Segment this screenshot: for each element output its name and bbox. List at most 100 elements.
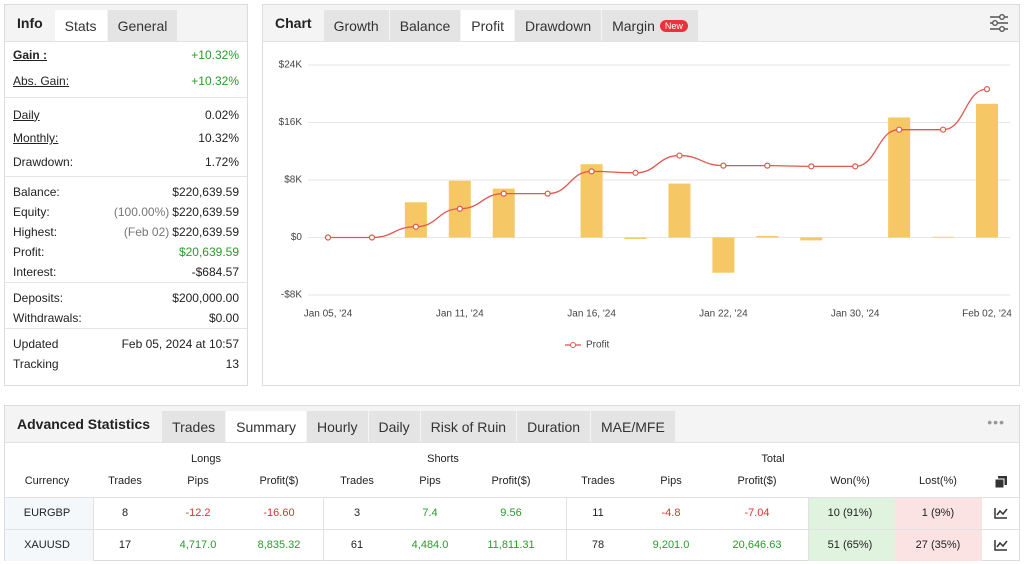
- tab[interactable]: Stats: [54, 10, 107, 41]
- bar: [404, 202, 427, 238]
- stat-value-wrap: 0.02%: [205, 108, 239, 122]
- column-header: Pips: [187, 475, 209, 487]
- tab[interactable]: Duration: [517, 411, 591, 442]
- stat-value: 0.02%: [204, 107, 239, 122]
- x-tick-label: Feb 02, '24: [962, 309, 1012, 320]
- table-cell: 7.4: [422, 507, 438, 519]
- stat-label: Balance:: [13, 185, 60, 199]
- point: [324, 234, 332, 241]
- stat-value-wrap: 1.72%: [205, 155, 239, 169]
- column-header: Profit($): [259, 475, 299, 487]
- stat-label: Withdrawals:: [13, 311, 82, 325]
- stat-value: 10.32%: [198, 131, 239, 146]
- stat-value: $20,639.59: [178, 245, 239, 259]
- copy-icon[interactable]: [994, 476, 1008, 488]
- table-cell: 61: [350, 539, 364, 551]
- column-divider: [323, 530, 324, 561]
- stat-row: Drawdown: 1.72%: [13, 150, 239, 174]
- cell-bg: [808, 530, 895, 561]
- tab[interactable]: Balance: [389, 10, 461, 41]
- stat-row: Gain : +10.32%: [13, 42, 239, 68]
- cell-bg: [5, 530, 93, 561]
- stat-row: Interest: -$684.57: [13, 262, 239, 282]
- stat-value-wrap: (Feb 02) $220,639.59: [124, 225, 239, 239]
- tab[interactable]: General: [107, 10, 178, 41]
- point: [412, 223, 419, 230]
- stat-value-wrap: (100.00%) $220,639.59: [114, 205, 239, 219]
- table-cell: 9,201.0: [652, 539, 690, 551]
- tab[interactable]: Drawdown: [514, 10, 602, 41]
- tab-label: Balance: [399, 17, 451, 34]
- stat-value-wrap: +10.32%: [191, 48, 239, 62]
- point: [544, 190, 551, 197]
- stat-row: Monthly: 10.32%: [13, 127, 239, 151]
- stat-value: $220,639.59: [172, 185, 239, 199]
- stat-value: +10.32%: [191, 48, 239, 62]
- table-cell: 78: [591, 539, 605, 551]
- stat-label: Equity:: [13, 205, 50, 219]
- tab[interactable]: Risk of Ruin: [420, 411, 517, 442]
- bar: [624, 237, 647, 239]
- column-header: Won(%): [830, 475, 870, 487]
- point: [939, 126, 947, 133]
- stat-value-wrap: -$684.57: [192, 265, 239, 279]
- tab[interactable]: Trades: [162, 411, 226, 442]
- y-tick-label: $8K: [284, 175, 302, 186]
- stat-value: +10.32%: [191, 74, 239, 88]
- tab-label: Growth: [333, 17, 379, 34]
- chart-icon[interactable]: [994, 507, 1008, 519]
- y-tick-label: -$8K: [281, 290, 302, 301]
- tab[interactable]: MAE/MFE: [591, 411, 675, 442]
- stat-label: Profit:: [13, 245, 45, 259]
- stat-value-wrap: $0.00: [209, 311, 239, 325]
- tab[interactable]: Growth: [323, 10, 389, 41]
- bar: [932, 236, 955, 238]
- table-cell: 11: [592, 507, 604, 519]
- filter-icon[interactable]: [989, 14, 1009, 32]
- tab[interactable]: Profit: [461, 10, 514, 41]
- stat-label: Drawdown:: [13, 154, 74, 169]
- group-header: Longs: [191, 453, 221, 465]
- chart: -$8K $0 $8K $16K $24K Jan 05, '24 Jan 11, '24 J…: [279, 60, 1013, 351]
- bar: [888, 117, 911, 238]
- tab[interactable]: Hourly: [307, 411, 368, 442]
- stat-label: Updated: [13, 337, 59, 351]
- column-header: Lost(%): [919, 475, 957, 487]
- chart-icon[interactable]: [994, 539, 1008, 551]
- tab-bar: Info Stats General: [5, 5, 247, 42]
- stats-section: Updated Feb 05, 2024 at 10:57 Tracking 13: [5, 329, 247, 374]
- column-divider: [323, 498, 324, 529]
- table-cell: 3: [353, 507, 361, 519]
- x-tick-label: Jan 05, '24: [304, 309, 353, 320]
- column-header: Trades: [108, 475, 142, 487]
- table-cell: XAUUSD: [24, 539, 70, 551]
- stat-value-wrap: Feb 05, 2024 at 10:57: [122, 337, 239, 351]
- stat-label: Deposits:: [13, 291, 64, 305]
- point: [368, 234, 376, 241]
- point: [896, 126, 903, 133]
- column-divider: [566, 530, 567, 561]
- column-divider: [808, 530, 809, 561]
- tab[interactable]: Margin New: [602, 10, 698, 41]
- tab[interactable]: Daily: [368, 411, 420, 442]
- tab-bar: Chart Growth Balance Profit Drawdown Margin N…: [263, 5, 1019, 42]
- point: [720, 162, 727, 169]
- table-cell: -16.60: [263, 507, 295, 519]
- group-header: Total: [761, 453, 785, 465]
- legend-marker: [570, 342, 576, 348]
- stat-row: Updated Feb 05, 2024 at 10:57: [13, 334, 239, 354]
- stat-value: $200,000.00: [172, 291, 239, 305]
- table-cell: 4,717.0: [179, 539, 217, 551]
- bar: [492, 188, 515, 238]
- bar: [668, 183, 691, 238]
- column-divider: [808, 498, 809, 529]
- tab[interactable]: Summary: [226, 411, 307, 442]
- table-cell: 11,811.31: [487, 539, 535, 551]
- panel-title: Advanced Statistics: [17, 416, 151, 432]
- table-cell: EURGBP: [23, 507, 71, 519]
- table-row: XAUUSD 17 4,717.0 8,835.32 61 4,484.0 11,811.3…: [5, 529, 1019, 561]
- legend-label: Profit: [586, 340, 610, 351]
- table-cell: 27 (35%): [915, 539, 961, 551]
- more-menu[interactable]: •••: [987, 414, 1005, 430]
- stat-note: (100.00%): [113, 205, 170, 219]
